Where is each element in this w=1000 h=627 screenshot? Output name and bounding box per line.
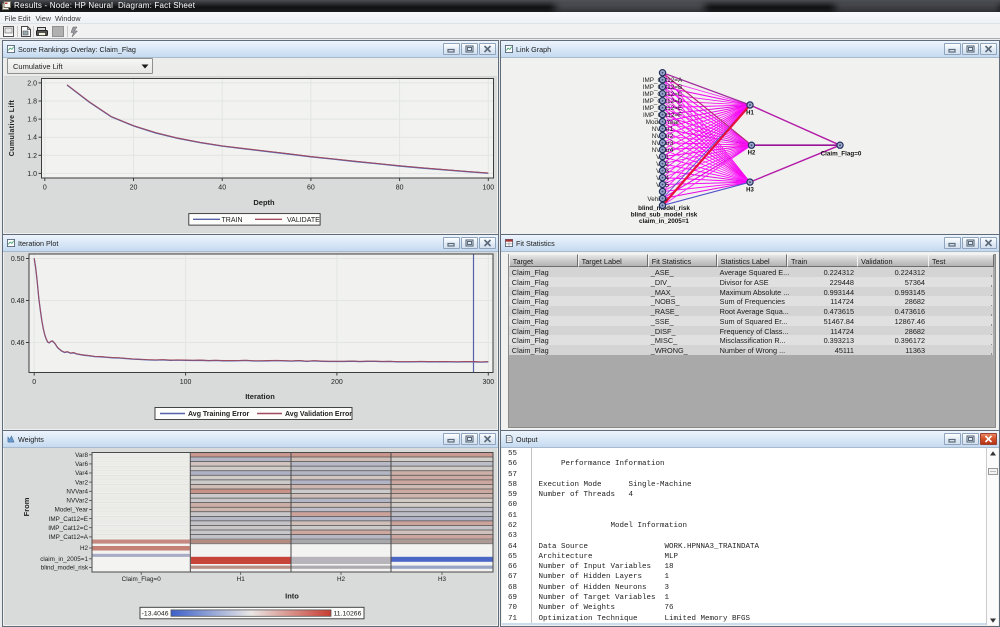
svg-text:H2: H2 bbox=[748, 151, 756, 157]
svg-text:blind_sub_model_risk: blind_sub_model_risk bbox=[631, 212, 698, 219]
svg-text:IMP_Cat12=C: IMP_Cat12=C bbox=[48, 525, 88, 532]
svg-text:NVVar2: NVVar2 bbox=[66, 498, 88, 505]
svg-text:H3: H3 bbox=[438, 576, 447, 583]
svg-text:80: 80 bbox=[396, 185, 404, 192]
svg-text:0: 0 bbox=[32, 379, 36, 386]
svg-text:Vehicle: Vehicle bbox=[647, 196, 668, 203]
svg-text:claim_in_2005=1: claim_in_2005=1 bbox=[639, 218, 689, 225]
svg-text:H1: H1 bbox=[746, 111, 754, 117]
svg-text:1.4: 1.4 bbox=[27, 135, 37, 142]
svg-text:blind_model_risk: blind_model_risk bbox=[41, 565, 89, 572]
svg-text:60: 60 bbox=[307, 185, 315, 192]
svg-text:2.0: 2.0 bbox=[27, 80, 37, 87]
svg-text:claim_in_2005=1: claim_in_2005=1 bbox=[40, 556, 88, 563]
svg-text:Into: Into bbox=[285, 592, 299, 601]
svg-text:Model_Year: Model_Year bbox=[55, 507, 88, 514]
svg-text:Cumulative Lift: Cumulative Lift bbox=[9, 99, 16, 156]
svg-text:40: 40 bbox=[218, 185, 226, 192]
svg-text:Claim_Flag=0: Claim_Flag=0 bbox=[122, 576, 162, 583]
svg-text:Var6: Var6 bbox=[75, 461, 88, 468]
svg-text:IMP_Cat12=E: IMP_Cat12=E bbox=[49, 516, 88, 523]
svg-text:0.48: 0.48 bbox=[11, 298, 25, 305]
svg-text:NVVar4: NVVar4 bbox=[66, 489, 88, 496]
svg-text:0.46: 0.46 bbox=[11, 340, 25, 347]
svg-text:11.10266: 11.10266 bbox=[334, 611, 362, 618]
svg-text:1.6: 1.6 bbox=[27, 117, 37, 124]
svg-text:Var8: Var8 bbox=[75, 452, 88, 459]
svg-text:H2: H2 bbox=[80, 545, 89, 552]
svg-text:Var2: Var2 bbox=[75, 479, 88, 486]
svg-text:200: 200 bbox=[331, 379, 343, 386]
svg-text:TRAIN: TRAIN bbox=[222, 217, 243, 224]
svg-text:300: 300 bbox=[482, 379, 494, 386]
svg-text:100: 100 bbox=[482, 185, 494, 192]
svg-text:H1: H1 bbox=[237, 576, 246, 583]
svg-text:1.2: 1.2 bbox=[27, 153, 37, 160]
svg-text:0: 0 bbox=[43, 185, 47, 192]
svg-text:H2: H2 bbox=[337, 576, 346, 583]
svg-text:Avg Training Error: Avg Training Error bbox=[188, 411, 249, 418]
svg-text:20: 20 bbox=[130, 185, 138, 192]
svg-text:Depth: Depth bbox=[253, 198, 275, 207]
svg-text:100: 100 bbox=[180, 379, 192, 386]
svg-text:IMP_Cat12=A: IMP_Cat12=A bbox=[49, 534, 89, 541]
svg-text:Iteration: Iteration bbox=[245, 392, 275, 401]
svg-text:From: From bbox=[22, 497, 31, 516]
svg-text:-13.4046: -13.4046 bbox=[142, 611, 169, 618]
svg-text:1.0: 1.0 bbox=[27, 171, 37, 178]
svg-text:Avg Validation Error: Avg Validation Error bbox=[285, 411, 352, 418]
svg-text:Var4: Var4 bbox=[75, 470, 88, 477]
svg-text:H3: H3 bbox=[746, 188, 754, 194]
svg-text:0.50: 0.50 bbox=[11, 256, 25, 263]
svg-text:Claim_Flag=0: Claim_Flag=0 bbox=[821, 151, 862, 158]
svg-text:1.8: 1.8 bbox=[27, 99, 37, 106]
svg-text:VALIDATE: VALIDATE bbox=[287, 217, 320, 224]
